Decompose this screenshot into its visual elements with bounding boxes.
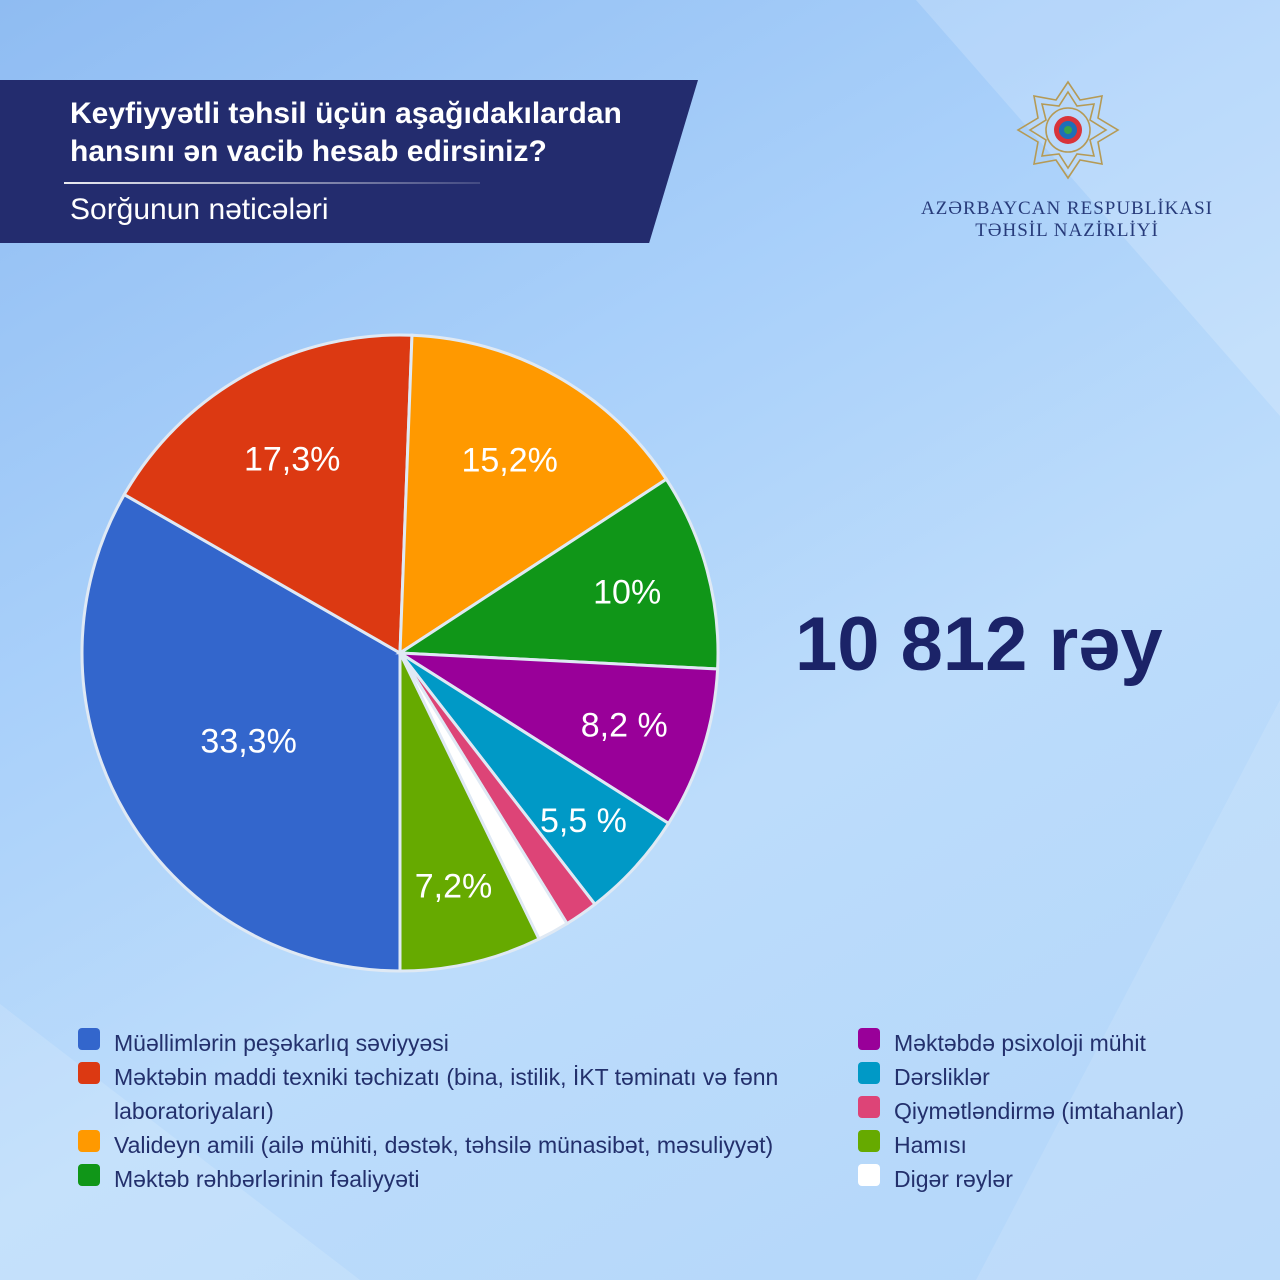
legend-label: Qiymətləndirmə (imtahanlar) <box>894 1098 1185 1124</box>
slice-data-label: 8,2 % <box>581 706 668 744</box>
slice-data-label: 5,5 % <box>540 802 627 840</box>
ministry-name-line-1: AZƏRBAYCAN RESPUBLİKASI <box>920 198 1214 219</box>
legend-swatch <box>858 1062 880 1084</box>
ministry-name-line-2: TƏHSİL NAZİRLİYİ <box>975 220 1159 241</box>
legend-item: Hamısı <box>858 1128 1238 1162</box>
slice-data-label: 7,2% <box>415 867 493 905</box>
pie-chart: 33,3% 17,3% 15,2% 10% 8,2 % 5,5 % 7,2% <box>80 333 720 973</box>
legend-item: Müəllimlərin peşəkarlıq səviyyəsi <box>78 1026 838 1060</box>
chart-title-line-1: Keyfiyyətli təhsil üçün aşağıdakılardan <box>70 97 622 130</box>
legend-label: Müəllimlərin peşəkarlıq səviyyəsi <box>114 1030 449 1056</box>
pie-slice <box>398 333 669 656</box>
legend-label: Valideyn amili (ailə mühiti, dəstək, təh… <box>114 1132 774 1158</box>
legend-item: Məktəbin maddi texniki təchizatı (bina, … <box>78 1060 838 1128</box>
legend-item: Məktəb rəhbərlərinin fəaliyyəti <box>78 1162 838 1196</box>
total-responses: 10 812 rəy <box>795 602 1163 687</box>
legend-label: Məktəb rəhbərlərinin fəaliyyəti <box>114 1166 420 1192</box>
legend-item: Dərsliklər <box>858 1060 1238 1094</box>
pie-slice <box>80 492 402 973</box>
legend-item: Məktəbdə psixoloji mühit <box>858 1026 1238 1060</box>
slice-data-label: 15,2% <box>461 441 557 479</box>
title-divider <box>64 182 480 184</box>
legend-item: Valideyn amili (ailə mühiti, dəstək, təh… <box>78 1128 838 1162</box>
legend-item: Qiymətləndirmə (imtahanlar) <box>858 1094 1238 1128</box>
title-banner <box>0 80 698 243</box>
legend-swatch <box>858 1028 880 1050</box>
legend-swatch <box>858 1164 880 1186</box>
legend-item: Digər rəylər <box>858 1162 1238 1196</box>
slice-data-label: 33,3% <box>200 723 296 761</box>
legend-swatch <box>78 1062 100 1084</box>
pie-slice <box>395 477 720 671</box>
pie-slice <box>398 652 542 973</box>
slice-data-label: 10% <box>593 574 661 612</box>
legend-label: Hamısı <box>894 1132 967 1158</box>
ministry-emblem-icon <box>1016 80 1120 180</box>
legend-swatch <box>78 1028 100 1050</box>
legend-swatch <box>858 1096 880 1118</box>
legend-swatch <box>858 1130 880 1152</box>
pie-slice <box>394 651 720 826</box>
pie-slice <box>122 333 414 656</box>
legend-swatch <box>78 1130 100 1152</box>
chart-title-line-2: hansını ən vacib hesab edirsiniz? <box>70 135 547 168</box>
legend-swatch <box>78 1164 100 1186</box>
legend-label: Məktəbdə psixoloji mühit <box>894 1030 1146 1056</box>
legend-label: Digər rəylər <box>894 1166 1013 1192</box>
chart-subtitle: Sorğunun nəticələri <box>70 193 329 226</box>
legend-label: Dərsliklər <box>894 1064 990 1090</box>
slice-data-label: 17,3% <box>244 440 340 478</box>
legend-label: Məktəbin maddi texniki təchizatı (bina, … <box>114 1064 779 1124</box>
